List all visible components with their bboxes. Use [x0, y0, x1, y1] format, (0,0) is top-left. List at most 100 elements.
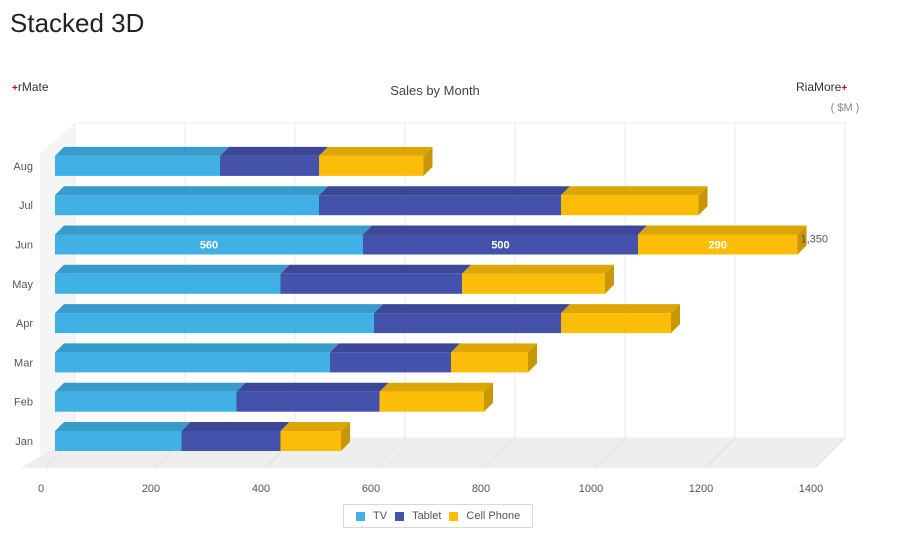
x-tick-label: 1400	[799, 483, 823, 495]
total-label: 1,350	[801, 234, 829, 246]
x-tick-label: 200	[142, 483, 160, 495]
legend-label: Cell Phone	[466, 510, 521, 522]
bar-side-face	[528, 343, 537, 373]
bar-segment	[638, 234, 798, 255]
bar-side-face	[484, 382, 493, 412]
legend-swatch	[395, 511, 405, 521]
plus-icon: +	[12, 83, 18, 94]
bar-top-face	[638, 225, 807, 235]
bar-segment	[55, 391, 237, 412]
bar-side-face	[698, 186, 708, 216]
legend-item[interactable]: TV	[356, 510, 387, 522]
x-tick-label: 1200	[689, 483, 713, 495]
bar-top-face	[181, 422, 290, 431]
bar-segment	[220, 155, 319, 176]
bar-top-face	[280, 264, 471, 274]
bar-segment	[561, 313, 671, 334]
bar-segment	[280, 273, 462, 294]
bar-top-face	[374, 304, 570, 314]
bar-segment	[55, 352, 330, 373]
bar-top-face	[379, 382, 493, 392]
bar-segment	[451, 352, 528, 373]
y-tick-label: Jan	[15, 436, 33, 448]
grid-line	[484, 437, 516, 469]
bar-segment	[181, 431, 281, 451]
y-tick-label: Jun	[15, 240, 33, 252]
brand-logo-right: RiaMore+	[796, 80, 847, 94]
bar-segment	[55, 273, 281, 294]
legend-label: TV	[373, 510, 388, 522]
plus-icon: +	[841, 83, 848, 94]
bar-segment	[55, 195, 319, 216]
bar-top-face	[55, 264, 290, 274]
unit-label: ( $M )	[830, 102, 860, 114]
bar-segment	[236, 391, 380, 412]
brand-left-label: rMate	[17, 80, 49, 94]
bar-top-face	[280, 422, 350, 431]
y-tick-label: Jul	[19, 200, 33, 212]
bar-top-face	[319, 146, 433, 156]
x-tick-label: 400	[252, 483, 270, 495]
y-tick-label: May	[12, 279, 33, 291]
bar-top-face	[55, 225, 372, 235]
bar-top-face	[236, 382, 389, 392]
y-tick-label: Aug	[13, 161, 33, 173]
bar-side-face	[605, 264, 614, 294]
page-title: Stacked 3D	[10, 8, 145, 38]
bar-segment	[319, 195, 561, 216]
grid-line	[374, 437, 406, 469]
bar-segment	[55, 155, 220, 176]
legend-item[interactable]: Tablet	[395, 510, 441, 522]
y-tick-label: Apr	[16, 318, 33, 330]
bar-segment	[363, 234, 638, 255]
bar-top-face	[55, 304, 383, 314]
data-label: 560	[200, 240, 218, 252]
bar-segment	[462, 273, 605, 294]
bar-top-face	[330, 343, 460, 353]
bar-segment	[319, 155, 424, 176]
bar-top-face	[55, 146, 229, 156]
y-tick-label: Feb	[14, 397, 33, 409]
bar-side-face	[423, 146, 433, 176]
x-tick-label: 800	[472, 483, 490, 495]
bar-top-face	[462, 264, 614, 274]
bar-segment	[374, 313, 561, 334]
data-label: 500	[491, 240, 509, 252]
bar-top-face	[55, 382, 246, 392]
chart-legend[interactable]: TV Tablet Cell Phone	[343, 504, 534, 528]
x-tick-label: 600	[362, 483, 380, 495]
x-tick-label: 1000	[579, 483, 603, 495]
grid-line	[814, 437, 846, 469]
bar-side-face	[797, 225, 807, 255]
bar-segment	[55, 431, 182, 451]
y-tick-label: Mar	[14, 357, 33, 369]
grid-line	[704, 437, 736, 469]
bar-segment	[330, 352, 451, 373]
bar-segment	[280, 431, 341, 451]
bar-top-face	[451, 343, 537, 353]
chart-title: Sales by Month	[390, 83, 480, 98]
bar-segment	[379, 391, 484, 412]
bar-side-face	[341, 422, 350, 451]
bar-top-face	[319, 186, 570, 196]
bar-segment	[561, 195, 699, 216]
bar-top-face	[55, 343, 339, 353]
bar-segment	[55, 234, 363, 255]
bar-top-face	[55, 422, 191, 431]
bar-top-face	[363, 225, 647, 235]
legend-item[interactable]: Cell Phone	[449, 510, 520, 522]
data-label: 290	[709, 240, 727, 252]
bar-top-face	[561, 304, 680, 314]
bar-segment	[55, 313, 374, 334]
bar-side-face	[671, 304, 680, 334]
bar-top-face	[55, 186, 328, 196]
bar-top-face	[220, 146, 328, 156]
grid-line	[594, 437, 626, 469]
legend-label: Tablet	[412, 510, 442, 522]
brand-logo-left: +rMate	[12, 80, 49, 94]
x-tick-label: 0	[38, 483, 44, 495]
legend-swatch	[356, 511, 365, 521]
bar-top-face	[561, 186, 708, 196]
brand-right-label: RiaMore	[796, 80, 842, 94]
